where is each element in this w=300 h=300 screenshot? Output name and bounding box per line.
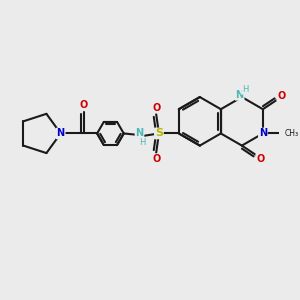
Text: O: O	[277, 91, 285, 100]
Text: O: O	[152, 103, 160, 113]
Text: S: S	[155, 128, 163, 139]
Text: CH₃: CH₃	[285, 129, 299, 138]
Text: O: O	[152, 154, 160, 164]
Text: H: H	[139, 138, 146, 147]
Text: N: N	[236, 90, 244, 100]
Text: H: H	[242, 85, 248, 94]
Text: N: N	[57, 128, 65, 139]
Text: N: N	[135, 128, 144, 138]
Text: O: O	[256, 154, 264, 164]
Text: N: N	[259, 128, 267, 139]
Text: O: O	[80, 100, 88, 110]
